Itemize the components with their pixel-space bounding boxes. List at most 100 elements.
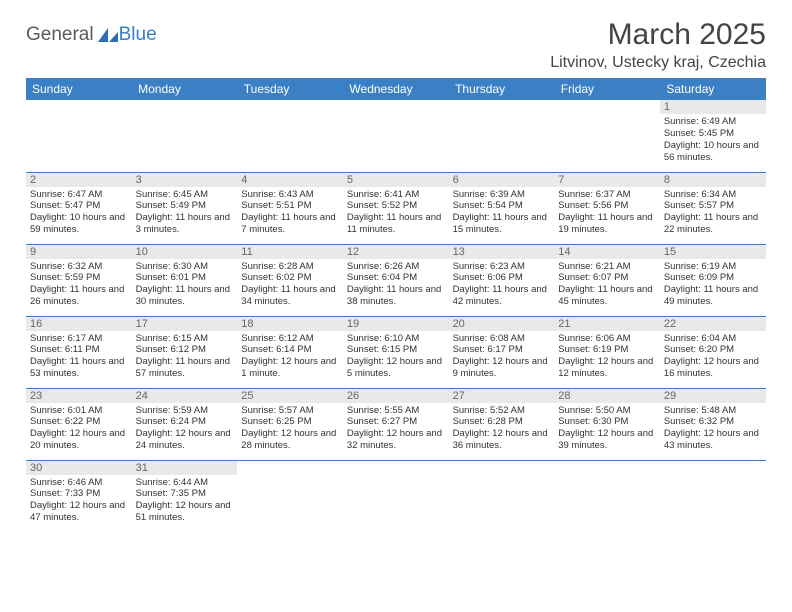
day-info: Sunrise: 6:37 AMSunset: 5:56 PMDaylight:…: [558, 189, 656, 237]
day-number: 14: [554, 245, 660, 259]
day-header: Thursday: [449, 78, 555, 100]
location-subtitle: Litvinov, Ustecky kraj, Czechia: [550, 54, 766, 72]
sunrise-line: Sunrise: 5:52 AM: [453, 405, 551, 417]
calendar-day-cell: [554, 460, 660, 532]
day-number: 5: [343, 173, 449, 187]
sunset-line: Sunset: 6:04 PM: [347, 272, 445, 284]
day-number: 7: [554, 173, 660, 187]
sunrise-line: Sunrise: 6:41 AM: [347, 189, 445, 201]
calendar-day-cell: 17Sunrise: 6:15 AMSunset: 6:12 PMDayligh…: [132, 316, 238, 388]
sunset-line: Sunset: 5:49 PM: [136, 200, 234, 212]
daylight-line: Daylight: 11 hours and 11 minutes.: [347, 212, 445, 236]
day-header: Wednesday: [343, 78, 449, 100]
sunset-line: Sunset: 5:45 PM: [664, 128, 762, 140]
daylight-line: Daylight: 12 hours and 9 minutes.: [453, 356, 551, 380]
sunrise-line: Sunrise: 5:50 AM: [558, 405, 656, 417]
calendar-day-cell: 1Sunrise: 6:49 AMSunset: 5:45 PMDaylight…: [660, 100, 766, 172]
sunset-line: Sunset: 5:51 PM: [241, 200, 339, 212]
calendar-day-cell: 19 Sunrise: 6:10 AMSunset: 6:15 PMDayligh…: [343, 316, 449, 388]
sunset-line: Sunset: 5:47 PM: [30, 200, 128, 212]
sunrise-line: Sunrise: 5:48 AM: [664, 405, 762, 417]
daylight-line: Daylight: 12 hours and 20 minutes.: [30, 428, 128, 452]
day-info: Sunrise: 6:04 AMSunset: 6:20 PMDaylight:…: [664, 333, 762, 381]
sunset-line: Sunset: 6:22 PM: [30, 416, 128, 428]
sunrise-line: Sunrise: 6:32 AM: [30, 261, 128, 273]
calendar-week-row: 16Sunrise: 6:17 AMSunset: 6:11 PMDayligh…: [26, 316, 766, 388]
daylight-line: Daylight: 11 hours and 49 minutes.: [664, 284, 762, 308]
sunset-line: Sunset: 6:01 PM: [136, 272, 234, 284]
daylight-line: Daylight: 12 hours and 47 minutes.: [30, 500, 128, 524]
day-number: 12: [343, 245, 449, 259]
day-info: Sunrise: 5:59 AMSunset: 6:24 PMDaylight:…: [136, 405, 234, 453]
logo-sail-icon: [97, 27, 119, 43]
sunset-line: Sunset: 5:57 PM: [664, 200, 762, 212]
sunset-line: Sunset: 6:14 PM: [241, 344, 339, 356]
calendar-day-cell: 3Sunrise: 6:45 AMSunset: 5:49 PMDaylight…: [132, 172, 238, 244]
day-info: Sunrise: 6:12 AMSunset: 6:14 PMDaylight:…: [241, 333, 339, 381]
sunrise-line: Sunrise: 6:21 AM: [558, 261, 656, 273]
calendar-week-row: 2Sunrise: 6:47 AMSunset: 5:47 PMDaylight…: [26, 172, 766, 244]
calendar-day-cell: 27Sunrise: 5:52 AMSunset: 6:28 PMDayligh…: [449, 388, 555, 460]
day-number: 24: [132, 389, 238, 403]
calendar-day-cell: [343, 460, 449, 532]
daylight-line: Daylight: 11 hours and 30 minutes.: [136, 284, 234, 308]
calendar-day-cell: [343, 100, 449, 172]
day-number: 27: [449, 389, 555, 403]
day-number: 21: [554, 317, 660, 331]
daylight-line: Daylight: 12 hours and 5 minutes.: [347, 356, 445, 380]
sunrise-line: Sunrise: 6:47 AM: [30, 189, 128, 201]
day-info: Sunrise: 6:21 AMSunset: 6:07 PMDaylight:…: [558, 261, 656, 309]
day-header: Monday: [132, 78, 238, 100]
calendar-day-cell: 9Sunrise: 6:32 AMSunset: 5:59 PMDaylight…: [26, 244, 132, 316]
sunrise-line: Sunrise: 6:10 AM: [347, 333, 445, 345]
daylight-line: Daylight: 12 hours and 12 minutes.: [558, 356, 656, 380]
header: General Blue March 2025 Litvinov, Usteck…: [26, 18, 766, 72]
daylight-line: Daylight: 11 hours and 45 minutes.: [558, 284, 656, 308]
day-number: 25: [237, 389, 343, 403]
day-info: Sunrise: 6:10 AMSunset: 6:15 PMDaylight:…: [347, 333, 445, 381]
day-info: Sunrise: 6:44 AMSunset: 7:35 PMDaylight:…: [136, 477, 234, 525]
calendar-day-cell: 29Sunrise: 5:48 AMSunset: 6:32 PMDayligh…: [660, 388, 766, 460]
sunrise-line: Sunrise: 6:17 AM: [30, 333, 128, 345]
month-title: March 2025: [550, 18, 766, 52]
day-number: 3: [132, 173, 238, 187]
sunrise-line: Sunrise: 6:45 AM: [136, 189, 234, 201]
day-info: Sunrise: 6:17 AMSunset: 6:11 PMDaylight:…: [30, 333, 128, 381]
day-number: 19: [343, 317, 449, 331]
calendar-day-cell: 12Sunrise: 6:26 AMSunset: 6:04 PMDayligh…: [343, 244, 449, 316]
day-number: 11: [237, 245, 343, 259]
sunrise-line: Sunrise: 6:06 AM: [558, 333, 656, 345]
calendar-day-cell: 16Sunrise: 6:17 AMSunset: 6:11 PMDayligh…: [26, 316, 132, 388]
day-info: Sunrise: 6:46 AMSunset: 7:33 PMDaylight:…: [30, 477, 128, 525]
day-number: 8: [660, 173, 766, 187]
daylight-line: Daylight: 12 hours and 36 minutes.: [453, 428, 551, 452]
calendar-day-cell: [554, 100, 660, 172]
day-number: 20: [449, 317, 555, 331]
calendar-day-cell: 4Sunrise: 6:43 AMSunset: 5:51 PMDaylight…: [237, 172, 343, 244]
calendar-day-cell: 11Sunrise: 6:28 AMSunset: 6:02 PMDayligh…: [237, 244, 343, 316]
daylight-line: Daylight: 11 hours and 34 minutes.: [241, 284, 339, 308]
day-number: 13: [449, 245, 555, 259]
sunrise-line: Sunrise: 6:15 AM: [136, 333, 234, 345]
sunrise-line: Sunrise: 6:12 AM: [241, 333, 339, 345]
sunset-line: Sunset: 6:11 PM: [30, 344, 128, 356]
day-info: Sunrise: 6:06 AMSunset: 6:19 PMDaylight:…: [558, 333, 656, 381]
calendar-day-cell: 25Sunrise: 5:57 AMSunset: 6:25 PMDayligh…: [237, 388, 343, 460]
calendar-header-row: SundayMondayTuesdayWednesdayThursdayFrid…: [26, 78, 766, 100]
title-block: March 2025 Litvinov, Ustecky kraj, Czech…: [550, 18, 766, 72]
calendar-page: General Blue March 2025 Litvinov, Usteck…: [0, 0, 792, 542]
day-info: Sunrise: 5:55 AMSunset: 6:27 PMDaylight:…: [347, 405, 445, 453]
calendar-day-cell: 23Sunrise: 6:01 AMSunset: 6:22 PMDayligh…: [26, 388, 132, 460]
logo-text-general: General: [26, 24, 94, 46]
calendar-day-cell: 10Sunrise: 6:30 AMSunset: 6:01 PMDayligh…: [132, 244, 238, 316]
day-number: 30: [26, 461, 132, 475]
day-info: Sunrise: 6:39 AMSunset: 5:54 PMDaylight:…: [453, 189, 551, 237]
sunrise-line: Sunrise: 6:28 AM: [241, 261, 339, 273]
daylight-line: Daylight: 12 hours and 32 minutes.: [347, 428, 445, 452]
daylight-line: Daylight: 12 hours and 43 minutes.: [664, 428, 762, 452]
calendar-day-cell: [237, 100, 343, 172]
sunset-line: Sunset: 6:12 PM: [136, 344, 234, 356]
daylight-line: Daylight: 12 hours and 28 minutes.: [241, 428, 339, 452]
daylight-line: Daylight: 11 hours and 53 minutes.: [30, 356, 128, 380]
day-number: 31: [132, 461, 238, 475]
